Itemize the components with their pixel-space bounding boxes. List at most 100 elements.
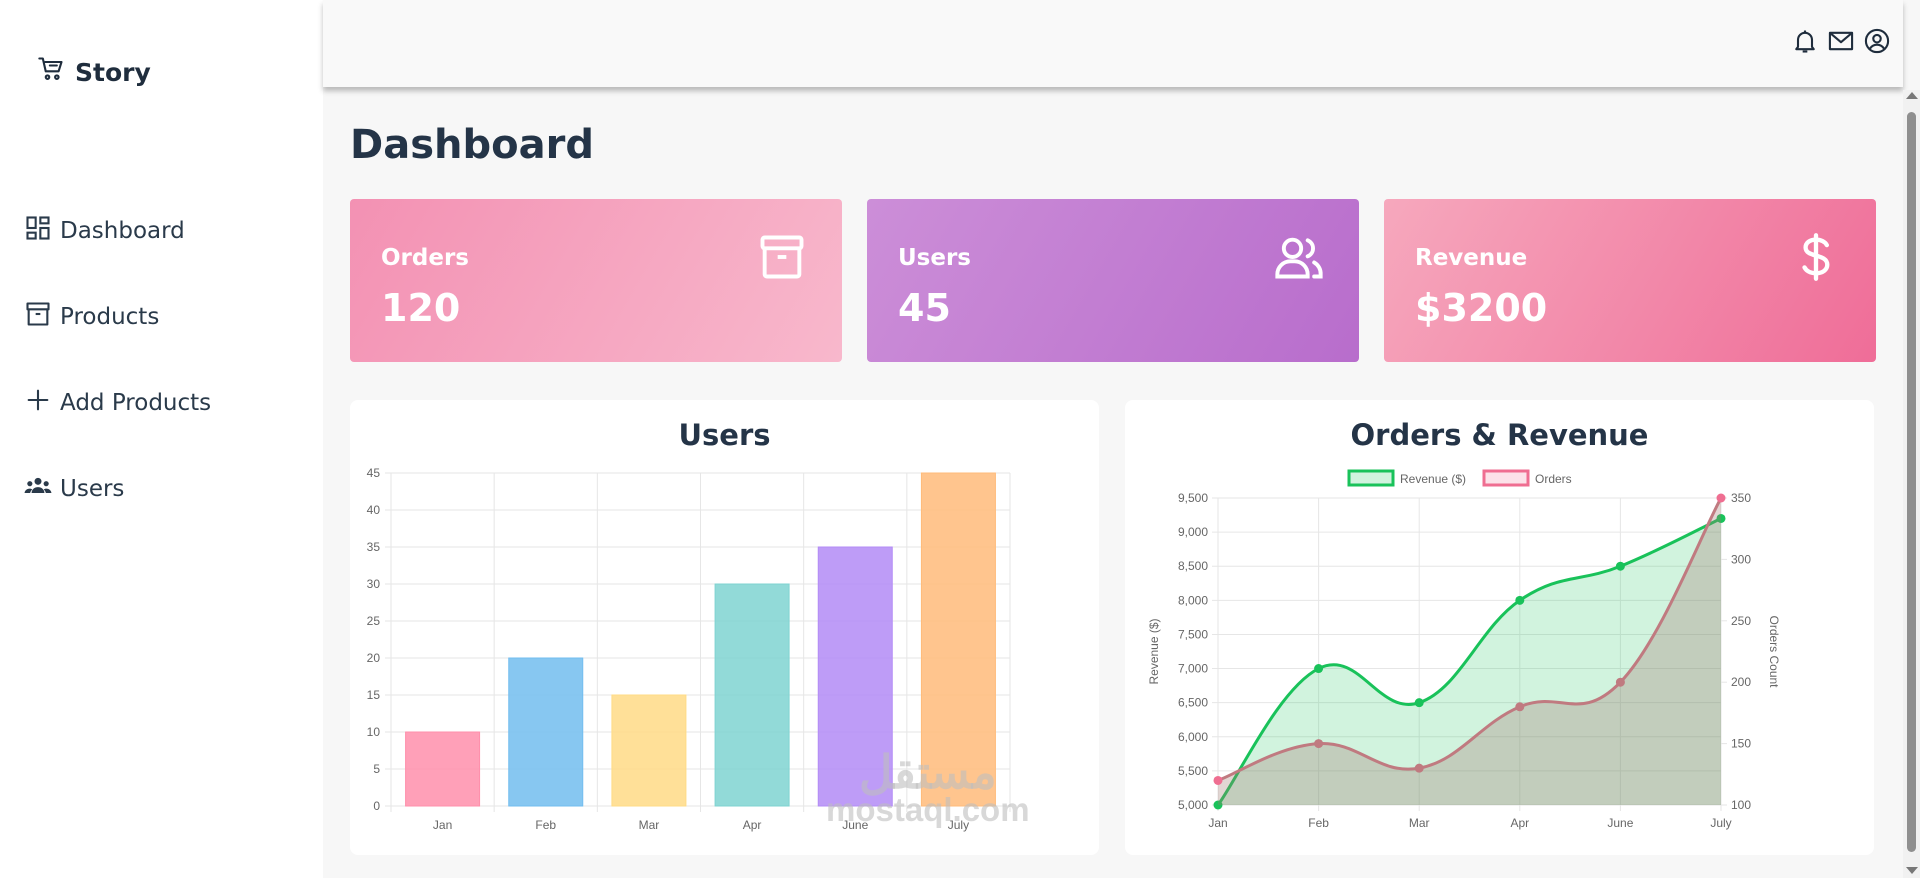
mail-icon[interactable]: [1827, 26, 1855, 56]
data-point: [1615, 561, 1625, 571]
sidebar-nav: Dashboard Products Add Products Users: [24, 188, 211, 532]
page-title: Dashboard: [350, 122, 594, 168]
legend-label: Revenue ($): [1400, 472, 1466, 486]
y2-axis-label: Orders Count: [1767, 615, 1781, 688]
data-point: [1314, 739, 1324, 749]
data-point: [1515, 702, 1525, 712]
bar: [508, 657, 584, 807]
y2-tick-label: 150: [1731, 737, 1751, 751]
data-point: [1314, 664, 1324, 674]
series-area: [1218, 518, 1721, 805]
x-tick-label: June: [842, 818, 868, 832]
scroll-thumb[interactable]: [1907, 112, 1916, 852]
orders-revenue-chart-panel: Orders & Revenue 5,000 5,500 6,000 6,500 7,0…: [1125, 400, 1874, 855]
card-value: 45: [898, 286, 951, 330]
bar: [817, 546, 893, 807]
y-tick-label: 10: [367, 725, 381, 739]
x-tick-label: Mar: [1409, 816, 1430, 830]
plus-icon: [24, 386, 52, 420]
card-value: 120: [381, 286, 461, 330]
archive-icon: [756, 231, 808, 283]
bar: [611, 694, 687, 807]
x-tick-label: Jan: [1208, 816, 1227, 830]
vertical-scrollbar[interactable]: [1903, 90, 1920, 878]
y-tick-label: 6,500: [1178, 696, 1208, 710]
watermark-arabic: مستقل: [858, 746, 997, 798]
data-point: [1716, 493, 1726, 503]
bar: [920, 472, 996, 807]
y-tick-label: 15: [367, 688, 381, 702]
y2-tick-label: 200: [1731, 675, 1751, 689]
y-tick-label: 30: [367, 577, 381, 591]
x-tick-label: Apr: [743, 818, 762, 832]
scroll-up-arrow[interactable]: [1906, 92, 1918, 99]
users-icon: [1273, 231, 1325, 283]
watermark-latin: mostaql.com: [826, 791, 1030, 828]
data-point: [1515, 595, 1525, 605]
series-area: [1218, 498, 1721, 805]
y-tick-label: 5,000: [1178, 798, 1208, 812]
sidebar-item-users[interactable]: Users: [24, 446, 211, 532]
legend-label: Orders: [1535, 472, 1572, 486]
sidebar-item-label: Add Products: [60, 390, 212, 416]
y-tick-label: 25: [367, 614, 381, 628]
bar: [405, 731, 481, 807]
x-tick-label: July: [948, 818, 969, 832]
y-tick-label: 20: [367, 651, 381, 665]
cart-icon: [37, 55, 65, 89]
sidebar-item-products[interactable]: Products: [24, 274, 211, 360]
y-tick-label: 6,000: [1178, 730, 1208, 744]
chart-title: Orders & Revenue: [1350, 418, 1649, 452]
y2-tick-label: 250: [1731, 614, 1751, 628]
y-tick-label: 45: [367, 466, 381, 480]
x-tick-label: Mar: [639, 818, 660, 832]
x-tick-label: Apr: [1510, 816, 1529, 830]
data-point: [1213, 800, 1223, 810]
y-tick-label: 9,500: [1178, 491, 1208, 505]
revenue-card[interactable]: Revenue $3200: [1384, 199, 1876, 362]
sidebar-item-label: Dashboard: [60, 218, 185, 244]
top-bar: [323, 0, 1903, 87]
y2-tick-label: 100: [1731, 798, 1751, 812]
bar: [714, 583, 790, 807]
chart-title: Users: [678, 418, 771, 452]
y-tick-label: 8,500: [1178, 559, 1208, 573]
data-point: [1213, 775, 1223, 785]
y-tick-label: 5,500: [1178, 764, 1208, 778]
y-tick-label: 35: [367, 540, 381, 554]
data-point: [1414, 763, 1424, 773]
user-circle-icon[interactable]: [1863, 26, 1891, 56]
sidebar-item-label: Products: [60, 304, 160, 330]
users-card[interactable]: Users 45: [867, 199, 1359, 362]
watermark: مستقل mostaql.com: [826, 745, 1030, 829]
archive-icon: [24, 300, 52, 334]
dashboard-icon: [24, 214, 52, 248]
group-icon: [24, 472, 52, 506]
card-label: Users: [898, 245, 971, 271]
users-chart-panel: Users 0 5 10 15 20 25 30 35 40 45 Jan Feb Mar Apr June…: [350, 400, 1099, 855]
y-tick-label: 7,500: [1178, 627, 1208, 641]
orders-revenue-line-chart: 5,000 5,500 6,000 6,500 7,000 7,500 8,000 8,500…: [1147, 469, 1781, 830]
x-tick-label: June: [1607, 816, 1633, 830]
x-tick-label: Feb: [1308, 816, 1329, 830]
y-axis-label: Revenue ($): [1147, 618, 1161, 684]
sidebar-item-add-products[interactable]: Add Products: [24, 360, 211, 446]
y2-tick-label: 350: [1731, 491, 1751, 505]
card-label: Revenue: [1415, 245, 1528, 271]
brand-logo[interactable]: Story: [37, 55, 151, 89]
card-value: $3200: [1415, 286, 1548, 330]
y2-tick-label: 300: [1731, 552, 1751, 566]
legend-swatch: [1482, 469, 1530, 487]
x-tick-label: July: [1710, 816, 1731, 830]
sidebar: Story Dashboard Products Add Products Us…: [0, 0, 323, 878]
scroll-down-arrow[interactable]: [1906, 867, 1918, 874]
users-bar-chart: 0 5 10 15 20 25 30 35 40 45 Jan Feb Mar Apr June July: [367, 466, 1011, 832]
y-tick-label: 40: [367, 503, 381, 517]
header-actions: [1791, 26, 1891, 56]
data-point: [1414, 698, 1424, 708]
sidebar-item-label: Users: [60, 476, 125, 502]
bell-icon[interactable]: [1791, 26, 1819, 56]
orders-card[interactable]: Orders 120: [350, 199, 842, 362]
brand-name: Story: [75, 57, 151, 87]
sidebar-item-dashboard[interactable]: Dashboard: [24, 188, 211, 274]
